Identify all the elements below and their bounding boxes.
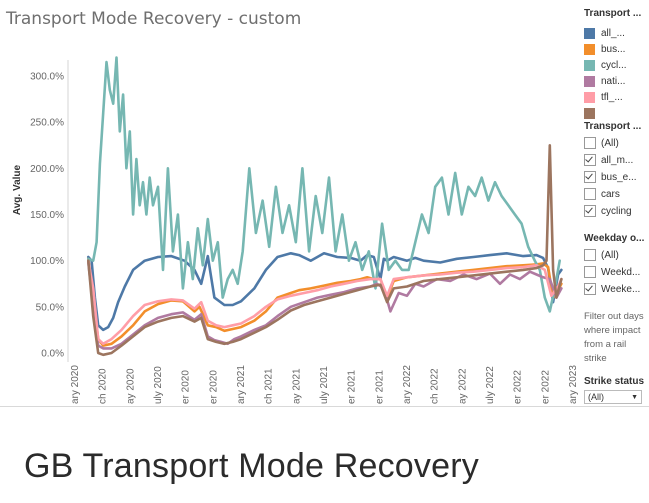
y-axis-label: Avg. Value: [12, 164, 23, 215]
dashboard-frame: 0.0% 50.0% 100.0% 150.0% 200.0% 250.0% 300.0% A…: [0, 0, 649, 407]
legend-swatch: [584, 75, 595, 87]
x-tick-label: ch 2022: [430, 368, 441, 404]
transport-filter-option[interactable]: cars: [584, 187, 620, 201]
checkbox-label: (All): [601, 137, 619, 149]
x-tick-label: ay 2020: [125, 368, 136, 404]
transport-filter-option[interactable]: all_m...: [584, 153, 633, 167]
x-tick-label: er 2020: [208, 370, 219, 404]
checkbox[interactable]: [584, 205, 596, 217]
y-tick-label: 150.0%: [30, 210, 64, 221]
page-heading: GB Transport Mode Recovery: [24, 447, 479, 485]
legend-item[interactable]: nati...: [584, 74, 625, 88]
legend-swatch: [584, 27, 595, 39]
checkbox[interactable]: [584, 249, 596, 261]
strike-status-title: Strike status: [584, 376, 645, 387]
checkbox-label: (All): [601, 249, 619, 261]
weekday-filter-option[interactable]: Weekd...: [584, 265, 640, 279]
checkbox-label: Weeke...: [601, 283, 641, 295]
legend-label: tfl_...: [601, 91, 623, 103]
weekday-filter-option[interactable]: (All): [584, 248, 619, 262]
y-tick-label: 50.0%: [36, 302, 64, 313]
strike-status-select[interactable]: (All) ▼: [584, 390, 642, 404]
checkbox[interactable]: [584, 171, 596, 183]
checkbox-label: cycling: [601, 205, 632, 217]
transport-filter-title: Transport ...: [584, 121, 642, 132]
series-line[interactable]: [87, 261, 563, 350]
x-tick-label: ch 2020: [98, 368, 109, 404]
checkbox-label: Weekd...: [601, 266, 641, 278]
x-tick-label: uly 2020: [153, 366, 164, 404]
x-tick-label: ay 2022: [457, 368, 468, 404]
checkbox-label: bus_e...: [601, 171, 637, 183]
x-tick-label: er 2022: [540, 370, 551, 404]
x-tick-label: ary 2021: [236, 365, 247, 404]
checkbox[interactable]: [584, 283, 596, 295]
series-line[interactable]: [87, 252, 563, 332]
checkbox[interactable]: [584, 266, 596, 278]
legend-item[interactable]: cycl...: [584, 58, 627, 72]
checkbox[interactable]: [584, 188, 596, 200]
y-tick-label: 0.0%: [41, 349, 64, 360]
legend-swatch: [584, 59, 595, 71]
x-tick-label: ary 2020: [70, 365, 81, 404]
strike-note: Filter out days where impact from a rail…: [584, 311, 644, 364]
y-tick-label: 300.0%: [30, 72, 64, 83]
transport-filter-option[interactable]: cycling: [584, 204, 632, 218]
checkbox-label: all_m...: [601, 154, 634, 166]
y-tick-label: 250.0%: [30, 118, 64, 129]
x-tick-label: ch 2021: [264, 368, 275, 404]
legend-label: all_...: [601, 27, 625, 39]
legend-item[interactable]: bus...: [584, 42, 625, 56]
legend-item[interactable]: [584, 106, 601, 120]
series-line[interactable]: [87, 257, 563, 347]
line-chart: 0.0% 50.0% 100.0% 150.0% 200.0% 250.0% 300.0% A…: [12, 56, 579, 404]
x-tick-label: uly 2022: [485, 366, 496, 404]
legend-item[interactable]: tfl_...: [584, 90, 623, 104]
x-tick-label: er 2022: [513, 370, 524, 404]
y-tick-label: 100.0%: [30, 256, 64, 267]
legend-swatch: [584, 91, 595, 103]
weekday-filter-title: Weekday o...: [584, 233, 645, 244]
legend-label: cycl...: [601, 59, 627, 71]
checkbox[interactable]: [584, 154, 596, 166]
x-tick-label: uly 2021: [319, 366, 330, 404]
checkbox[interactable]: [584, 137, 596, 149]
x-tick-label: er 2021: [374, 370, 385, 404]
legend-swatch: [584, 107, 595, 119]
series-line[interactable]: [87, 259, 563, 346]
chart-title: Transport Mode Recovery - custom: [6, 9, 302, 29]
legend-item[interactable]: all_...: [584, 26, 625, 40]
strike-status-value: (All): [588, 392, 604, 402]
x-tick-label: er 2021: [347, 370, 358, 404]
divider: [0, 406, 649, 407]
transport-filter-option[interactable]: bus_e...: [584, 170, 637, 184]
legend-label: bus...: [601, 43, 626, 55]
chevron-down-icon: ▼: [631, 393, 638, 401]
weekday-filter-option[interactable]: Weeke...: [584, 282, 640, 296]
legend-label: nati...: [601, 75, 626, 87]
x-tick-label: ary 2022: [402, 365, 413, 404]
legend-swatch: [584, 43, 595, 55]
series-line[interactable]: [87, 56, 562, 313]
sidebar: Transport ... all_... bus... cycl... nati..…: [582, 0, 649, 407]
y-tick-label: 200.0%: [30, 164, 64, 175]
transport-filter-option[interactable]: (All): [584, 136, 619, 150]
x-tick-label: er 2020: [181, 370, 192, 404]
x-tick-label: ay 2021: [291, 368, 302, 404]
checkbox-label: cars: [601, 188, 620, 200]
x-tick-label: ary 2023: [568, 365, 579, 404]
series-line[interactable]: [87, 144, 563, 357]
legend-title: Transport ...: [584, 8, 642, 19]
